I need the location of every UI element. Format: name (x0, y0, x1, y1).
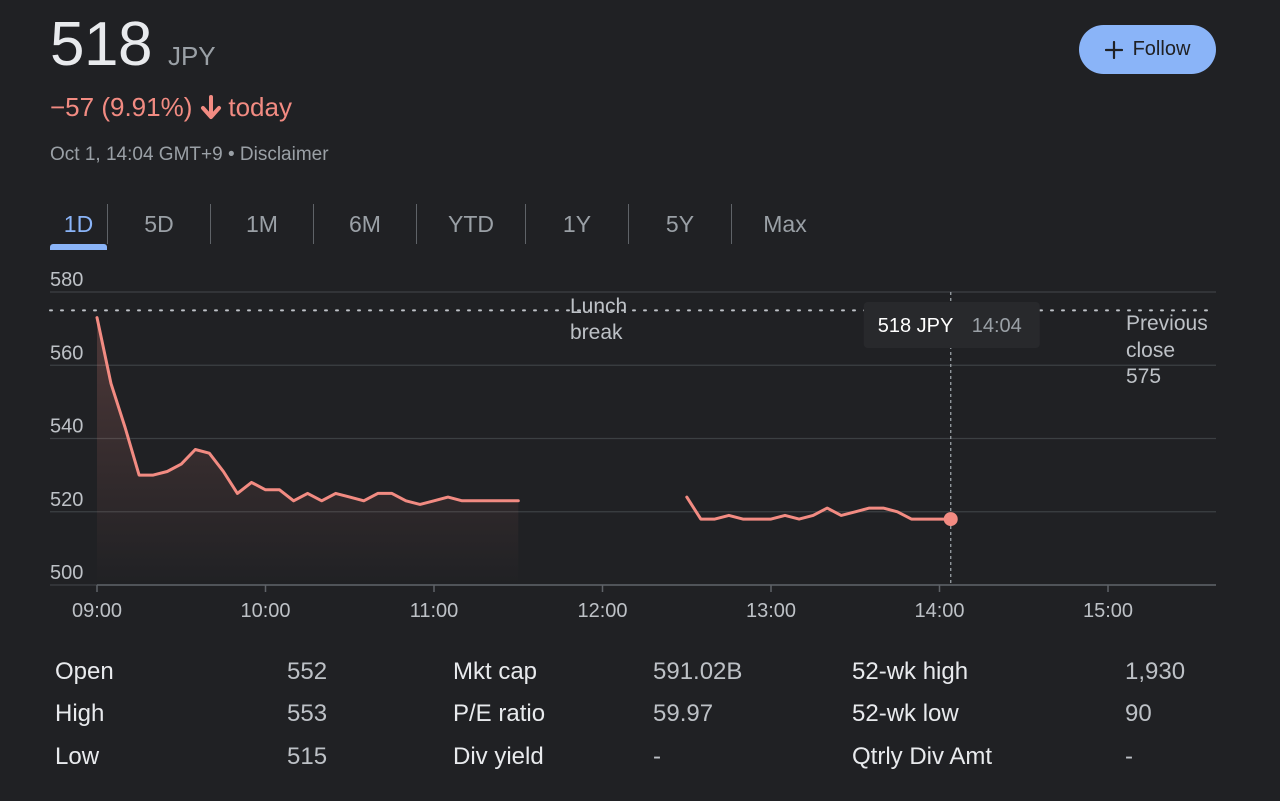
current-price: 518 (50, 10, 152, 79)
change-period: today (228, 92, 292, 122)
stat-label: 52-wk low (852, 700, 959, 727)
tab-label: 6M (349, 210, 381, 237)
time-range-tabs: 1D 5D 1M 6M YTD 1Y 5Y Max (50, 198, 838, 250)
stat-div-yield: Div yield - (0, 743, 1280, 783)
stat-value: 59.97 (653, 700, 714, 727)
lunch-break-label: Lunch (570, 295, 627, 318)
y-tick-label: 540 (50, 416, 83, 438)
price-line-afternoon (685, 495, 953, 521)
tab-1d[interactable]: 1D (50, 198, 107, 250)
tab-label: 5Y (665, 210, 695, 237)
tab-label: 1D (63, 210, 94, 237)
tab-6m[interactable]: 6M (314, 198, 416, 250)
x-tick-label: 10:00 (240, 600, 290, 622)
stat-label: P/E ratio (453, 700, 546, 727)
tab-1m[interactable]: 1M (211, 198, 313, 250)
previous-close-label: Previous (1126, 312, 1208, 335)
tab-5d[interactable]: 5D (108, 198, 210, 250)
arrow-down-icon (201, 94, 222, 119)
lunch-break-label: break (570, 321, 623, 344)
x-tick-label: 15:00 (1083, 600, 1133, 622)
follow-button[interactable]: Follow (1079, 25, 1216, 74)
y-tick-label: 500 (50, 562, 83, 584)
price-line-morning (95, 316, 520, 506)
x-tick-label: 12:00 (577, 600, 627, 622)
stat-value: - (653, 743, 661, 770)
stat-52-wk-low: 52-wk low 90 (0, 700, 1280, 740)
tab-separator (525, 204, 526, 244)
price-area-fill (97, 317, 519, 585)
stat-value: 1,930 (1125, 658, 1186, 685)
stat-high: High 553 (0, 700, 1280, 740)
price-row: 518 JPY (50, 8, 216, 82)
previous-close-value: 575 (1126, 365, 1161, 388)
tab-ytd[interactable]: YTD (417, 198, 525, 250)
stat-label: Low (55, 743, 100, 770)
y-tick-label: 520 (50, 489, 83, 511)
tab-separator (313, 204, 314, 244)
tooltip-time: 14:04 (972, 315, 1022, 337)
stat-low: Low 515 (0, 743, 1280, 783)
tab-1y[interactable]: 1Y (526, 198, 628, 250)
tab-label: 1M (246, 210, 278, 237)
stat-value: 591.02B (653, 658, 743, 685)
tab-separator (628, 204, 629, 244)
price-chart: 580 560 540 520 500 09:00 10:00 11:00 12:00 13:00… (49, 270, 1217, 622)
tab-label: 1Y (562, 210, 592, 237)
stat-open: Open 552 (0, 658, 1280, 698)
price-tooltip (863, 302, 1040, 348)
stat-label: 52-wk high (852, 658, 969, 685)
tab-separator (731, 204, 732, 244)
stat-label: Open (55, 658, 114, 685)
bullet-separator: • (227, 144, 235, 165)
stat-label: Qtrly Div Amt (852, 743, 993, 770)
tooltip-price: 518 JPY (878, 315, 954, 337)
stat-qtrly-div-amt: Qtrly Div Amt - (0, 743, 1280, 783)
stat-label: Div yield (453, 743, 544, 770)
stat-value: 552 (287, 658, 328, 685)
stat-mkt-cap: Mkt cap 591.02B (0, 658, 1280, 698)
plus-icon (1104, 40, 1123, 59)
stat-label: Mkt cap (453, 658, 538, 685)
stat-label: High (55, 700, 105, 727)
currency-label: JPY (167, 41, 216, 71)
stat-p-e-ratio: P/E ratio 59.97 (0, 700, 1280, 740)
tab-5y[interactable]: 5Y (629, 198, 731, 250)
tab-separator (107, 204, 108, 244)
x-tick-label: 13:00 (746, 600, 796, 622)
follow-button-label: Follow (1132, 38, 1191, 60)
tab-label: YTD (448, 210, 494, 237)
current-price-dot (943, 512, 958, 527)
tab-label: Max (763, 210, 807, 237)
stat-52-wk-high: 52-wk high 1,930 (0, 658, 1280, 698)
x-tick-label: 14:00 (914, 600, 964, 622)
y-tick-label: 580 (50, 270, 83, 291)
y-tick-label: 560 (50, 342, 83, 364)
tab-separator (210, 204, 211, 244)
quote-timestamp: Oct 1, 14:04 GMT+9 (50, 144, 223, 165)
disclaimer-link[interactable]: Disclaimer (239, 144, 329, 165)
quote-timestamp-line: Oct 1, 14:04 GMT+9 • Disclaimer (50, 144, 329, 166)
stat-value: 553 (287, 700, 328, 727)
tab-max[interactable]: Max (732, 198, 838, 250)
tab-label: 5D (144, 210, 174, 237)
previous-close-label: close (1126, 339, 1175, 362)
x-tick-label: 11:00 (410, 600, 459, 622)
price-change: −57 (9.91%) today (50, 92, 292, 123)
stat-value: - (1125, 743, 1133, 770)
x-tick-label: 09:00 (72, 600, 122, 622)
stat-value: 90 (1125, 700, 1152, 727)
change-amount: −57 (9.91%) (50, 92, 193, 122)
stat-value: 515 (287, 743, 328, 770)
tab-separator (416, 204, 417, 244)
